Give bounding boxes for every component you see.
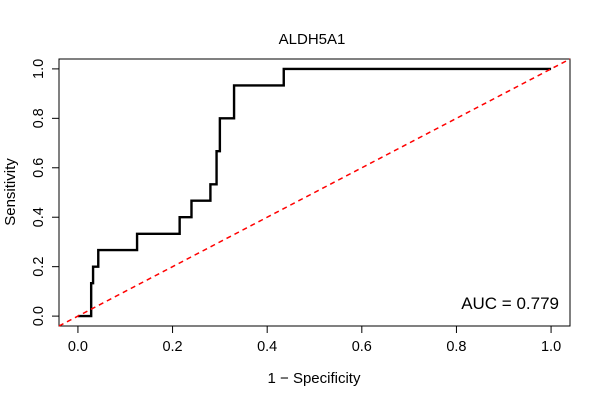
auc-annotation: AUC = 0.779 [461, 294, 559, 313]
x-tick-label: 0.8 [446, 339, 466, 355]
y-tick-label: 0.8 [31, 108, 47, 128]
y-tick-label: 0.0 [31, 306, 47, 326]
y-tick-label: 0.2 [31, 257, 47, 277]
x-axis: 0.0 0.2 0.4 0.6 0.8 1.0 [68, 325, 561, 355]
series-layer [58, 58, 571, 327]
y-axis: 0.0 0.2 0.4 0.6 0.8 1.0 [31, 59, 60, 326]
x-axis-label: 1 − Specificity [268, 370, 361, 387]
x-tick-label: 0.6 [352, 339, 372, 355]
x-tick-label: 0.4 [257, 339, 277, 355]
x-tick-label: 0.0 [68, 339, 88, 355]
y-axis-label: Sensitivity [2, 158, 19, 226]
x-tick-label: 0.2 [162, 339, 182, 355]
chart-title: ALDH5A1 [279, 31, 346, 48]
reference-diagonal-line [58, 58, 571, 327]
roc-curve-line [77, 67, 552, 318]
x-tick-label: 1.0 [541, 339, 561, 355]
y-tick-label: 0.4 [31, 207, 47, 227]
y-tick-label: 1.0 [31, 59, 47, 79]
y-tick-label: 0.6 [31, 158, 47, 178]
